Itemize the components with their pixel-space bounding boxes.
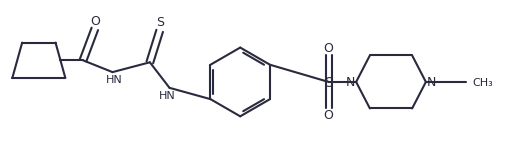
Text: O: O [90, 15, 100, 27]
Text: CH₃: CH₃ [472, 78, 493, 88]
Text: HN: HN [159, 91, 176, 101]
Text: O: O [324, 109, 334, 122]
Text: HN: HN [106, 75, 123, 85]
Text: O: O [324, 42, 334, 55]
Text: S: S [324, 76, 333, 90]
Text: N: N [427, 76, 436, 89]
Text: N: N [346, 76, 355, 89]
Text: S: S [156, 16, 164, 30]
